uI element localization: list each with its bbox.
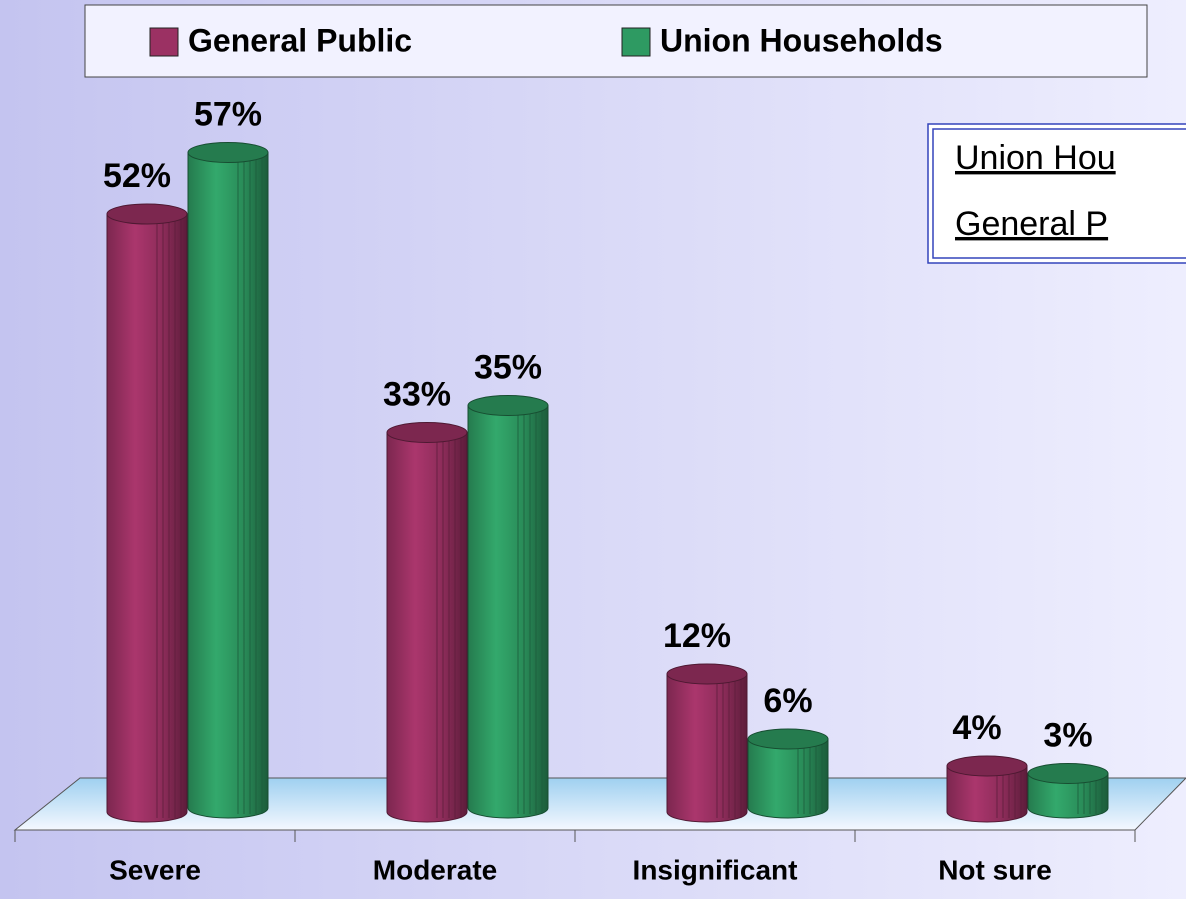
- cylinder-top: [1027, 763, 1109, 784]
- cylinder-body: [187, 152, 269, 819]
- bar: [106, 203, 188, 823]
- legend-label: General Public: [188, 22, 412, 58]
- cylinder-body: [666, 673, 748, 823]
- cylinder-body: [946, 765, 1028, 823]
- cylinder-top: [467, 395, 549, 416]
- bar: [747, 728, 829, 819]
- bar: [187, 142, 269, 819]
- bar: [666, 663, 748, 823]
- x-tick-label: Insignificant: [633, 854, 798, 885]
- data-label: 33%: [383, 375, 451, 413]
- legend-swatch: [149, 27, 179, 57]
- cylinder-body: [1027, 773, 1109, 819]
- x-tick-label: Severe: [109, 854, 201, 885]
- cylinder-top: [666, 663, 748, 685]
- data-label: 35%: [474, 348, 542, 386]
- bar: [1027, 763, 1109, 819]
- bar: [386, 422, 468, 823]
- bar: [467, 395, 549, 819]
- cylinder-body: [386, 432, 468, 823]
- bar: [946, 755, 1028, 823]
- annotation-line: General P: [955, 205, 1108, 243]
- cylinder-body: [747, 738, 829, 819]
- data-label: 6%: [763, 682, 812, 720]
- annotation-line: Union Hou: [955, 139, 1116, 177]
- data-label: 3%: [1043, 716, 1092, 754]
- cylinder-body: [106, 213, 188, 823]
- legend-label: Union Households: [660, 22, 943, 58]
- cylinder-top: [386, 422, 468, 443]
- annotation-box-inner: [932, 128, 1186, 259]
- cylinder-top: [946, 755, 1028, 777]
- cylinder-top: [187, 142, 269, 163]
- legend-box: [84, 4, 1148, 78]
- data-label: 57%: [194, 95, 262, 133]
- cylinder-top: [747, 728, 829, 750]
- cylinder-top: [106, 203, 188, 225]
- data-label: 52%: [103, 157, 171, 195]
- annotation-box: [927, 123, 1186, 264]
- cylinder-body: [467, 405, 549, 819]
- legend-swatch: [621, 27, 651, 57]
- data-label: 12%: [663, 617, 731, 655]
- x-tick-label: Moderate: [373, 854, 497, 885]
- data-label: 4%: [952, 709, 1001, 747]
- x-tick-label: Not sure: [938, 854, 1052, 885]
